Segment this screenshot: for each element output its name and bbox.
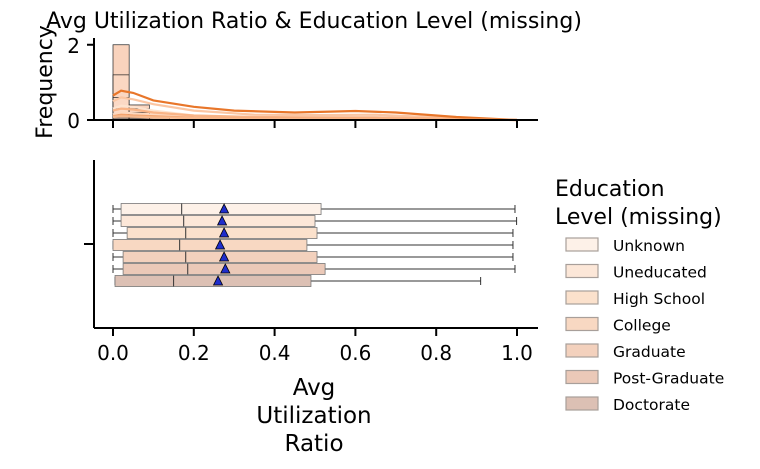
box-doctorate: [114, 275, 482, 287]
boxplot-x-tick-label: 0.2: [178, 341, 210, 365]
box-iqr: [120, 203, 322, 215]
box-mean-marker: [218, 203, 230, 214]
legend-title: Education Level (missing): [555, 177, 722, 230]
box-graduate: [112, 251, 514, 263]
box-unknown: [112, 203, 516, 215]
boxplot-x-tick-label: 0.6: [339, 341, 371, 365]
box-college: [112, 239, 514, 251]
legend-title-line: Level (missing): [555, 205, 722, 230]
legend-entry: Doctorate: [613, 396, 690, 414]
legend-swatch: [565, 263, 599, 279]
boxplot-x-tick-label: 0.8: [420, 341, 452, 365]
box-iqr: [122, 251, 318, 263]
boxplot-x-tick-label: 0.4: [259, 341, 291, 365]
box-mean-marker: [220, 263, 231, 274]
legend-entry: Uneducated: [613, 264, 707, 282]
histogram-panel: 0 2 Frequency: [33, 25, 538, 139]
box-iqr: [120, 215, 316, 227]
boxplot-panel: 0.0 0.2 0.4 0.6 0.8 1.0 Avg Utilization Ratio: [84, 160, 538, 457]
box-mean-marker: [218, 251, 230, 262]
legend-entry: Unknown: [613, 237, 685, 255]
legend-entry: College: [613, 317, 671, 335]
legend-swatch: [565, 396, 599, 411]
box-iqr: [114, 275, 312, 287]
box-post-graduate: [112, 263, 516, 275]
box-mean-marker: [218, 227, 230, 238]
chart-title: Avg Utilization Ratio & Education Level …: [46, 9, 582, 34]
kde-line: [112, 107, 518, 122]
box-mean-marker: [212, 275, 224, 286]
boxplot-x-tick-label: 0.0: [97, 341, 129, 365]
legend-swatch: [565, 343, 599, 358]
histogram-y-tick-label: 0: [67, 109, 80, 133]
legend-title-line: Education: [555, 177, 665, 202]
boxplot-x-tick-label: 1.0: [501, 341, 533, 365]
histogram-y-tick-label: 2: [67, 34, 80, 58]
kde-line: [112, 96, 518, 122]
kde-line: [112, 89, 518, 122]
legend-swatch: [565, 290, 599, 305]
box-uneducated: [112, 215, 518, 227]
boxplot-x-label: Avg Utilization Ratio: [256, 375, 371, 457]
x-label-line: Avg: [293, 375, 336, 401]
x-label-line: Ratio: [284, 431, 343, 457]
box-iqr: [112, 239, 308, 251]
legend-entry: Graduate: [613, 343, 686, 361]
x-label-line: Utilization: [256, 403, 371, 429]
legend: Education Level (missing) Unknown Uneducate…: [555, 177, 724, 414]
legend-entry: High School: [613, 290, 705, 308]
box-mean-marker: [214, 239, 226, 250]
legend-swatch: [565, 316, 599, 332]
legend-swatch: [565, 237, 599, 252]
box-mean-marker: [216, 215, 228, 226]
histogram-y-label: Frequency: [33, 25, 58, 139]
box-high-school: [112, 227, 514, 239]
legend-entry: Post-Graduate: [613, 370, 724, 388]
legend-swatch: [565, 369, 599, 385]
